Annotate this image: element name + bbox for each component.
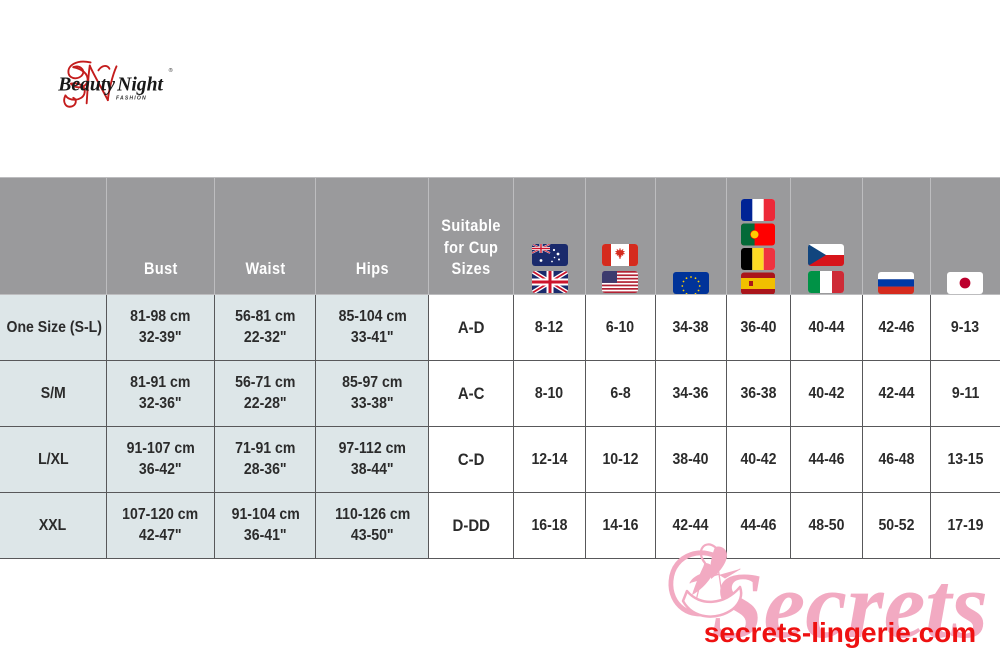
svg-text:FASHION: FASHION bbox=[116, 95, 147, 101]
svg-text:Beauty: Beauty bbox=[57, 74, 115, 96]
svg-text:®: ® bbox=[169, 67, 173, 74]
svg-text:Night: Night bbox=[116, 74, 163, 96]
